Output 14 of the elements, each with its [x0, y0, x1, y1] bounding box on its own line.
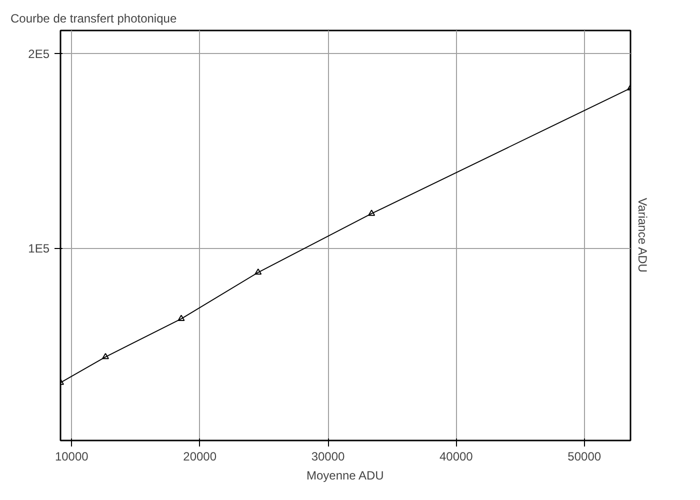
point: [102, 352, 109, 360]
y-tick-label: 2E5: [28, 46, 50, 61]
x-tick-label: 10000: [54, 450, 89, 464]
x-tick-label: 40000: [439, 450, 474, 464]
x-axis-title: Moyenne ADU: [306, 468, 384, 482]
point: [368, 210, 376, 216]
point: [178, 314, 185, 321]
x-tick-label: 20000: [183, 450, 217, 464]
point: [254, 268, 262, 275]
y-axis-title: Variance ADU: [636, 198, 650, 272]
x-tick-label: 50000: [568, 450, 602, 464]
y-tick-label: 1E5: [28, 242, 50, 256]
x-tick-label: 30000: [311, 450, 346, 464]
chart-title: Courbe de transfert photonique: [10, 12, 177, 26]
